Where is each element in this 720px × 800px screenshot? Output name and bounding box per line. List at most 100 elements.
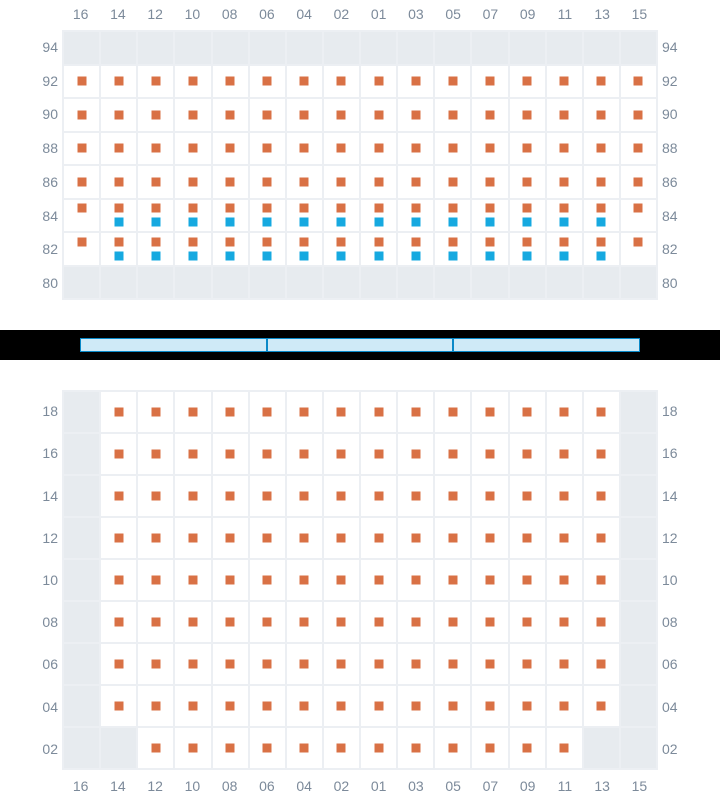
seat-cell[interactable] <box>397 517 434 559</box>
seat-cell[interactable] <box>360 232 397 266</box>
seat-cell[interactable] <box>137 65 174 99</box>
seat-cell[interactable] <box>249 727 286 769</box>
seat-cell[interactable] <box>174 601 211 643</box>
seat-cell[interactable] <box>286 199 323 233</box>
seat-cell[interactable] <box>323 98 360 132</box>
seat-cell[interactable] <box>212 643 249 685</box>
seat-cell[interactable] <box>63 132 100 166</box>
seat-cell[interactable] <box>620 165 657 199</box>
seat-cell[interactable] <box>249 199 286 233</box>
seat-cell[interactable] <box>100 199 137 233</box>
seat-cell[interactable] <box>434 132 471 166</box>
seat-cell[interactable] <box>137 98 174 132</box>
seat-cell[interactable] <box>174 199 211 233</box>
seat-cell[interactable] <box>137 199 174 233</box>
seat-cell[interactable] <box>397 559 434 601</box>
seat-cell[interactable] <box>137 727 174 769</box>
seat-cell[interactable] <box>174 132 211 166</box>
seat-cell[interactable] <box>620 98 657 132</box>
seat-cell[interactable] <box>471 65 508 99</box>
seat-cell[interactable] <box>360 517 397 559</box>
seat-cell[interactable] <box>100 65 137 99</box>
seat-cell[interactable] <box>174 391 211 433</box>
seat-cell[interactable] <box>323 65 360 99</box>
seat-cell[interactable] <box>397 685 434 727</box>
seat-cell[interactable] <box>212 132 249 166</box>
seat-cell[interactable] <box>174 65 211 99</box>
seat-cell[interactable] <box>434 643 471 685</box>
seat-cell[interactable] <box>286 132 323 166</box>
seat-cell[interactable] <box>360 98 397 132</box>
seat-cell[interactable] <box>434 685 471 727</box>
seat-cell[interactable] <box>509 517 546 559</box>
seat-cell[interactable] <box>360 643 397 685</box>
seat-cell[interactable] <box>323 132 360 166</box>
seat-cell[interactable] <box>509 601 546 643</box>
seat-cell[interactable] <box>212 475 249 517</box>
seat-cell[interactable] <box>323 391 360 433</box>
seat-cell[interactable] <box>546 232 583 266</box>
seat-cell[interactable] <box>137 433 174 475</box>
seat-cell[interactable] <box>249 391 286 433</box>
seat-cell[interactable] <box>397 98 434 132</box>
seat-cell[interactable] <box>100 98 137 132</box>
seat-cell[interactable] <box>583 165 620 199</box>
seat-cell[interactable] <box>212 559 249 601</box>
seat-cell[interactable] <box>434 199 471 233</box>
seat-cell[interactable] <box>323 199 360 233</box>
seat-cell[interactable] <box>249 559 286 601</box>
seat-cell[interactable] <box>174 727 211 769</box>
seat-cell[interactable] <box>100 475 137 517</box>
seat-cell[interactable] <box>249 132 286 166</box>
seat-cell[interactable] <box>397 232 434 266</box>
seat-cell[interactable] <box>323 433 360 475</box>
seat-cell[interactable] <box>583 232 620 266</box>
seat-cell[interactable] <box>323 643 360 685</box>
seat-cell[interactable] <box>249 433 286 475</box>
seat-cell[interactable] <box>509 199 546 233</box>
seat-cell[interactable] <box>286 685 323 727</box>
seat-cell[interactable] <box>360 199 397 233</box>
seat-cell[interactable] <box>546 433 583 475</box>
seat-cell[interactable] <box>397 132 434 166</box>
seat-cell[interactable] <box>212 391 249 433</box>
seat-cell[interactable] <box>509 65 546 99</box>
seat-cell[interactable] <box>63 199 100 233</box>
seat-cell[interactable] <box>249 165 286 199</box>
seat-cell[interactable] <box>360 475 397 517</box>
seat-cell[interactable] <box>212 433 249 475</box>
seat-cell[interactable] <box>620 232 657 266</box>
seat-cell[interactable] <box>249 643 286 685</box>
seat-cell[interactable] <box>546 559 583 601</box>
seat-cell[interactable] <box>63 65 100 99</box>
seat-cell[interactable] <box>546 199 583 233</box>
seat-cell[interactable] <box>509 643 546 685</box>
seat-cell[interactable] <box>471 165 508 199</box>
seat-cell[interactable] <box>323 165 360 199</box>
seat-cell[interactable] <box>323 559 360 601</box>
seat-cell[interactable] <box>323 727 360 769</box>
seat-cell[interactable] <box>471 727 508 769</box>
seat-cell[interactable] <box>286 165 323 199</box>
seat-cell[interactable] <box>249 98 286 132</box>
seat-cell[interactable] <box>100 391 137 433</box>
seat-cell[interactable] <box>249 517 286 559</box>
seat-cell[interactable] <box>174 685 211 727</box>
seat-cell[interactable] <box>620 199 657 233</box>
seat-cell[interactable] <box>546 643 583 685</box>
seat-cell[interactable] <box>212 98 249 132</box>
seat-cell[interactable] <box>249 685 286 727</box>
seat-cell[interactable] <box>100 517 137 559</box>
seat-cell[interactable] <box>174 475 211 517</box>
seat-cell[interactable] <box>471 517 508 559</box>
seat-cell[interactable] <box>546 685 583 727</box>
seat-cell[interactable] <box>620 132 657 166</box>
seat-cell[interactable] <box>174 232 211 266</box>
seat-cell[interactable] <box>471 433 508 475</box>
seat-cell[interactable] <box>212 199 249 233</box>
seat-cell[interactable] <box>434 433 471 475</box>
seat-cell[interactable] <box>434 391 471 433</box>
seat-cell[interactable] <box>471 601 508 643</box>
seat-cell[interactable] <box>546 517 583 559</box>
seat-cell[interactable] <box>434 475 471 517</box>
